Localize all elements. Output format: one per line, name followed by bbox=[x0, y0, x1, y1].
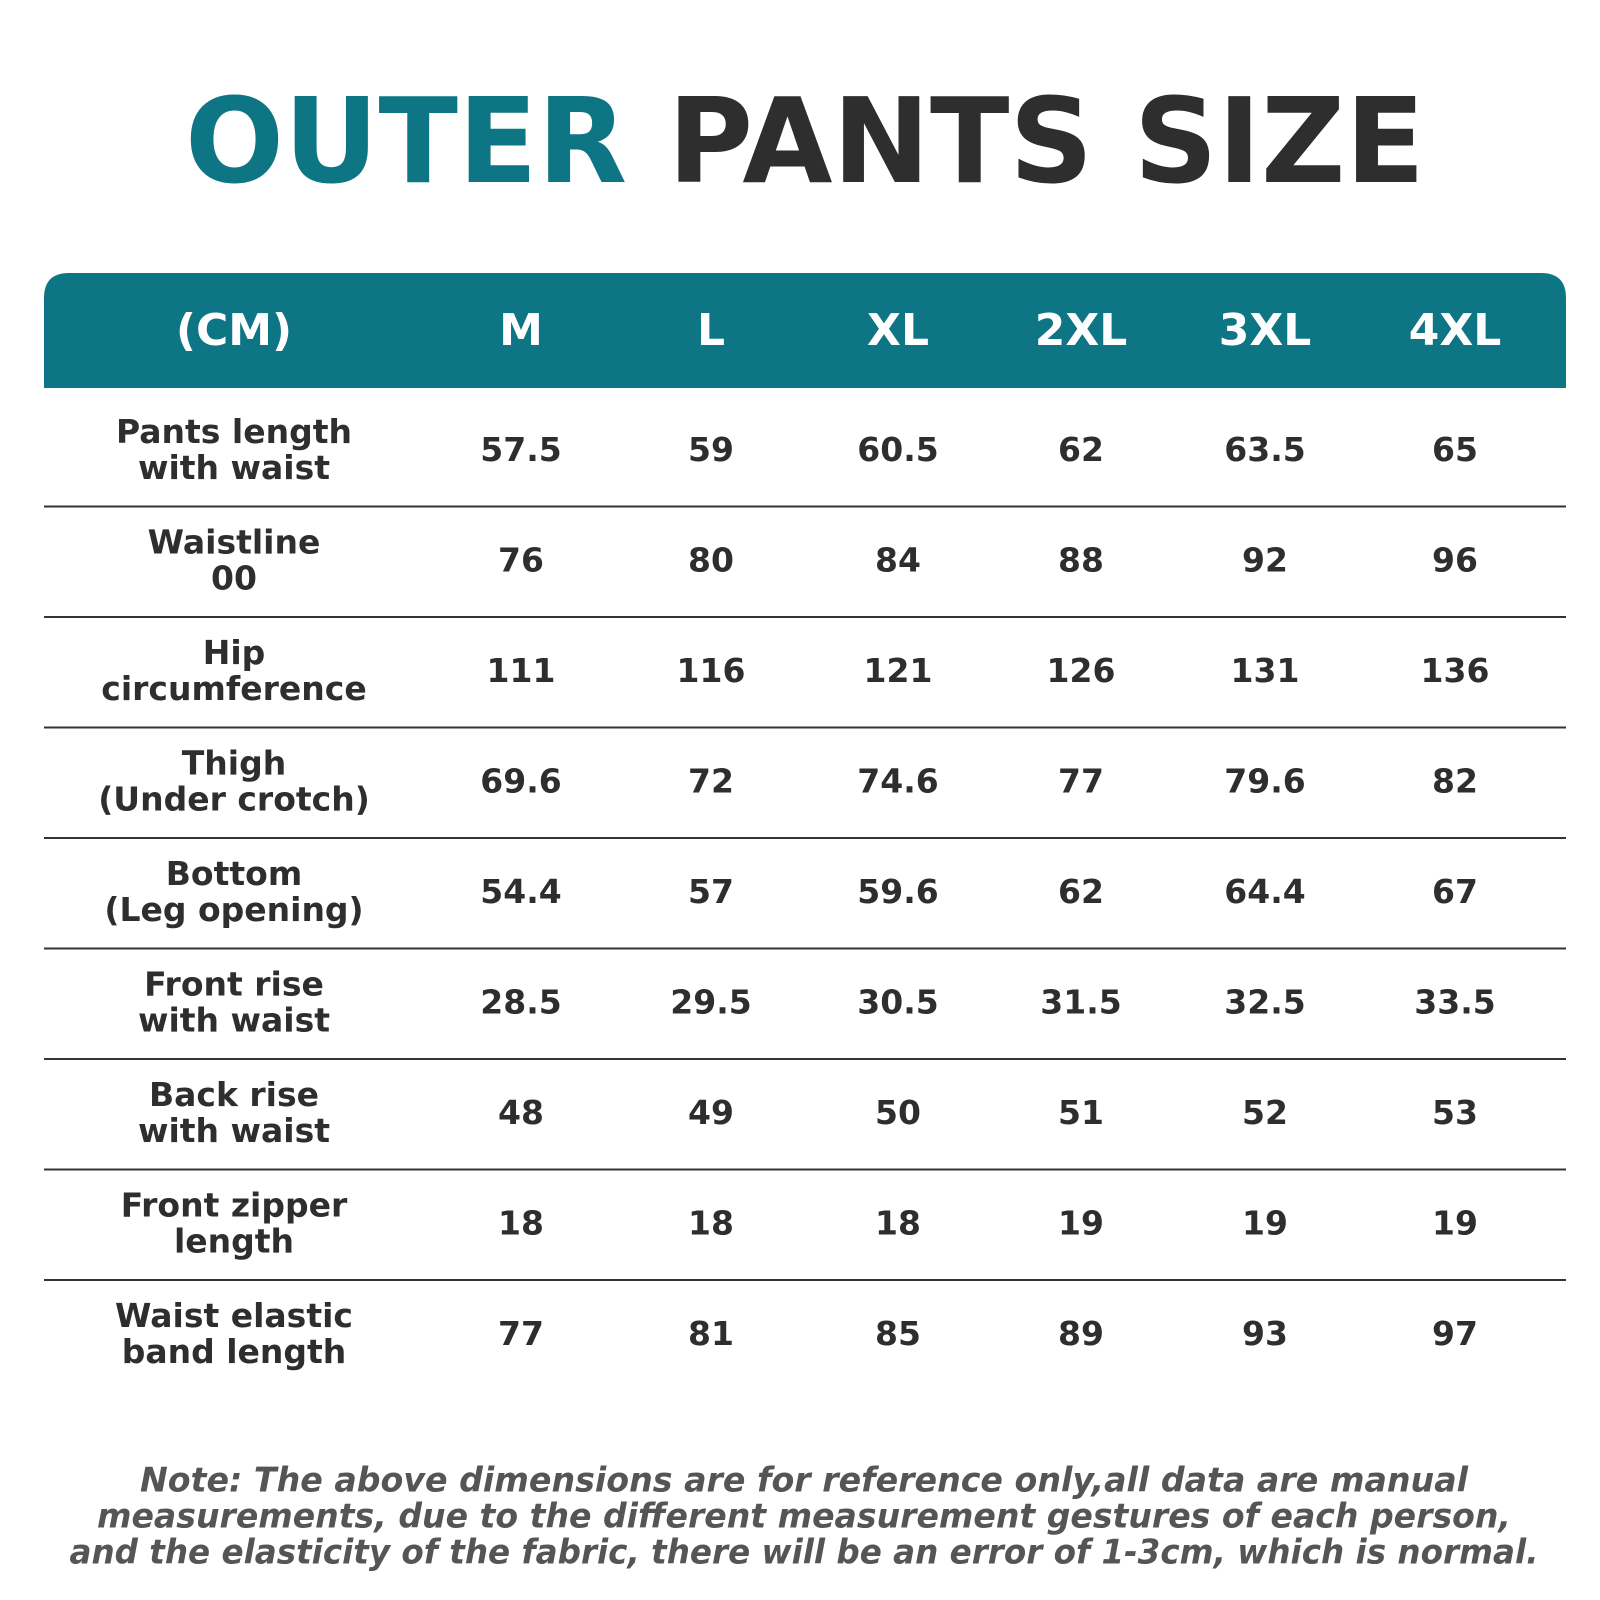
title-accent: OUTER bbox=[185, 72, 627, 210]
cell-value: 29.5 bbox=[670, 982, 751, 1021]
header-cell: 2XL bbox=[1035, 305, 1128, 356]
cell-value: 59.6 bbox=[857, 872, 938, 911]
cell-value: 50 bbox=[875, 1093, 921, 1132]
row-label: length bbox=[174, 1221, 294, 1260]
row-label: Front zipper bbox=[121, 1185, 348, 1224]
row-label: Front rise bbox=[144, 964, 324, 1003]
cell-value: 77 bbox=[1058, 761, 1104, 800]
cell-value: 48 bbox=[498, 1093, 544, 1132]
cell-value: 57 bbox=[688, 872, 734, 911]
cell-value: 111 bbox=[487, 651, 556, 690]
cell-value: 30.5 bbox=[857, 982, 938, 1021]
cell-value: 64.4 bbox=[1224, 872, 1305, 911]
cell-value: 116 bbox=[677, 651, 746, 690]
cell-value: 57.5 bbox=[480, 430, 561, 469]
row-label: circumference bbox=[101, 669, 366, 708]
row-label: with waist bbox=[138, 448, 330, 487]
row-label: Thigh bbox=[182, 743, 286, 782]
title: OUTER PANTS SIZE bbox=[185, 72, 1425, 210]
note-line: measurements, due to the different measu… bbox=[97, 1497, 1511, 1537]
cell-value: 79.6 bbox=[1224, 761, 1305, 800]
cell-value: 77 bbox=[498, 1314, 544, 1353]
cell-value: 59 bbox=[688, 430, 734, 469]
row-label: Waistline bbox=[148, 522, 321, 561]
cell-value: 18 bbox=[498, 1203, 544, 1242]
cell-value: 33.5 bbox=[1414, 982, 1495, 1021]
cell-value: 96 bbox=[1432, 540, 1478, 579]
cell-value: 81 bbox=[688, 1314, 734, 1353]
title-rest: PANTS SIZE bbox=[668, 72, 1425, 210]
row-label: (Under crotch) bbox=[98, 779, 370, 818]
cell-value: 136 bbox=[1421, 651, 1490, 690]
cell-value: 65 bbox=[1432, 430, 1478, 469]
header-cell: XL bbox=[867, 305, 929, 356]
cell-value: 72 bbox=[688, 761, 734, 800]
cell-value: 67 bbox=[1432, 872, 1478, 911]
note-line: and the elasticity of the fabric, there … bbox=[70, 1533, 1539, 1573]
cell-value: 51 bbox=[1058, 1093, 1104, 1132]
row-label: Pants length bbox=[116, 412, 352, 451]
cell-value: 97 bbox=[1432, 1314, 1478, 1353]
cell-value: 85 bbox=[875, 1314, 921, 1353]
row-label: Waist elastic bbox=[115, 1296, 353, 1335]
row-label: Bottom bbox=[166, 854, 302, 893]
cell-value: 53 bbox=[1432, 1093, 1478, 1132]
cell-value: 31.5 bbox=[1040, 982, 1121, 1021]
cell-value: 54.4 bbox=[480, 872, 561, 911]
row-label: (Leg opening) bbox=[104, 890, 363, 929]
cell-value: 18 bbox=[875, 1203, 921, 1242]
cell-value: 93 bbox=[1242, 1314, 1288, 1353]
cell-value: 62 bbox=[1058, 430, 1104, 469]
cell-value: 32.5 bbox=[1224, 982, 1305, 1021]
cell-value: 69.6 bbox=[480, 761, 561, 800]
cell-value: 74.6 bbox=[857, 761, 938, 800]
header-cell: 4XL bbox=[1409, 305, 1502, 356]
cell-value: 52 bbox=[1242, 1093, 1288, 1132]
row-label: Hip bbox=[203, 633, 266, 672]
cell-value: 28.5 bbox=[480, 982, 561, 1021]
row-label: with waist bbox=[138, 1111, 330, 1150]
cell-value: 49 bbox=[688, 1093, 734, 1132]
cell-value: 19 bbox=[1058, 1203, 1104, 1242]
cell-value: 76 bbox=[498, 540, 544, 579]
cell-value: 88 bbox=[1058, 540, 1104, 579]
cell-value: 131 bbox=[1231, 651, 1300, 690]
cell-value: 89 bbox=[1058, 1314, 1104, 1353]
cell-value: 63.5 bbox=[1224, 430, 1305, 469]
row-label: band length bbox=[122, 1332, 347, 1371]
cell-value: 126 bbox=[1047, 651, 1116, 690]
header-cell: M bbox=[499, 305, 543, 356]
cell-value: 62 bbox=[1058, 872, 1104, 911]
cell-value: 60.5 bbox=[857, 430, 938, 469]
cell-value: 18 bbox=[688, 1203, 734, 1242]
row-label: with waist bbox=[138, 1000, 330, 1039]
note: Note: The above dimensions are for refer… bbox=[70, 1461, 1539, 1573]
cell-value: 19 bbox=[1242, 1203, 1288, 1242]
cell-value: 19 bbox=[1432, 1203, 1478, 1242]
cell-value: 121 bbox=[864, 651, 933, 690]
row-label: 00 bbox=[211, 558, 257, 597]
cell-value: 82 bbox=[1432, 761, 1478, 800]
cell-value: 84 bbox=[875, 540, 921, 579]
header-cell: 3XL bbox=[1219, 305, 1312, 356]
row-label: Back rise bbox=[149, 1075, 319, 1114]
header-bar bbox=[44, 273, 1566, 388]
header-cell: L bbox=[697, 305, 725, 356]
cell-value: 92 bbox=[1242, 540, 1288, 579]
note-line: Note: The above dimensions are for refer… bbox=[140, 1461, 1469, 1501]
cell-value: 80 bbox=[688, 540, 734, 579]
header-cell: (CM) bbox=[176, 305, 292, 356]
